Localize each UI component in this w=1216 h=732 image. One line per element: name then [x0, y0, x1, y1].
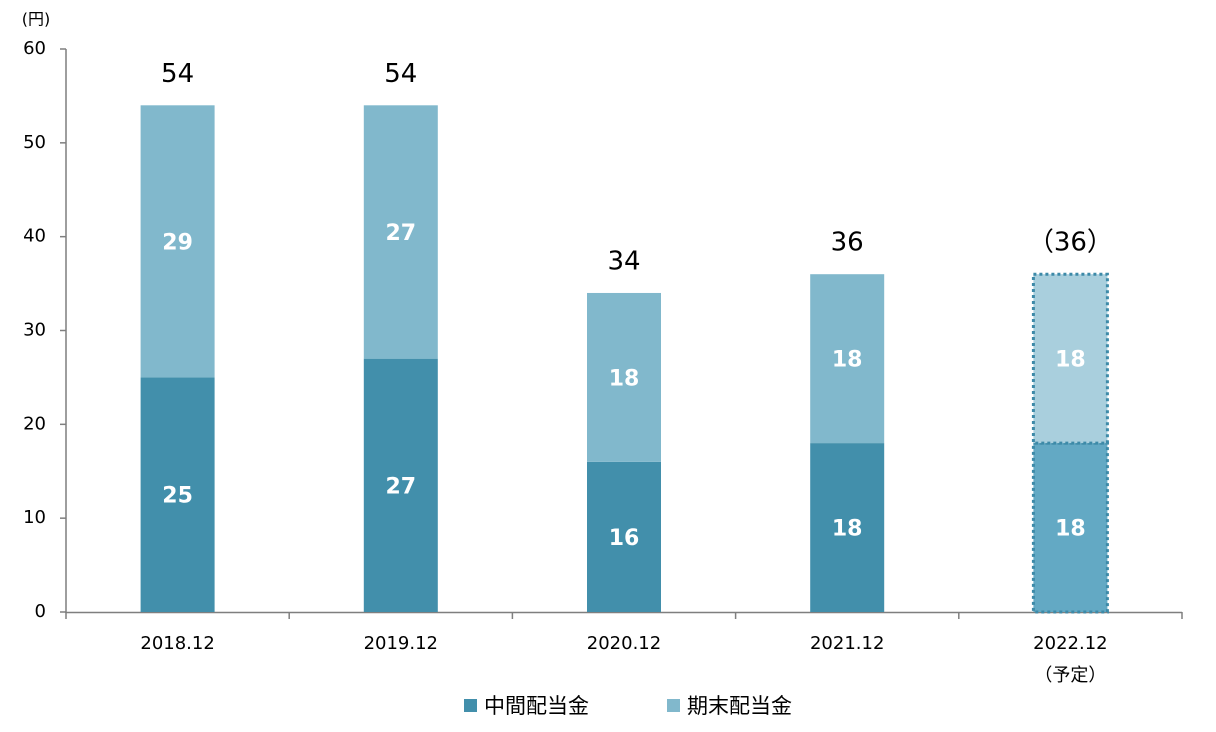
- bar-segment: [363, 105, 438, 359]
- legend-label: 中間配当金: [484, 694, 589, 718]
- bar-segment: [810, 274, 885, 444]
- segment-label: 16: [609, 526, 640, 551]
- x-tick-label: 2018.12: [140, 633, 215, 654]
- segment-label: 18: [1055, 517, 1086, 542]
- segment-label: 18: [832, 348, 863, 373]
- bar-segment: [140, 105, 215, 378]
- bar-segment: [587, 292, 661, 462]
- segment-label: 18: [832, 517, 863, 542]
- bar-segment: [140, 377, 215, 612]
- x-tick-label: 2022.12 （予定）: [1033, 633, 1108, 686]
- bar-segment: [587, 461, 661, 612]
- total-label: 36: [831, 228, 864, 258]
- y-tick-label: 50: [23, 132, 46, 153]
- segment-label: 29: [162, 230, 193, 255]
- segment-label: 27: [385, 221, 416, 246]
- y-tick-label: 30: [23, 320, 46, 341]
- y-tick-label: 60: [23, 38, 46, 59]
- total-label: 34: [607, 246, 640, 276]
- total-label: （36）: [1028, 228, 1113, 258]
- y-tick-label: 10: [23, 507, 46, 528]
- y-tick-label: 0: [35, 601, 46, 622]
- segment-label: 27: [385, 474, 416, 499]
- bar-segment: [1031, 441, 1109, 614]
- legend-swatch: [667, 699, 680, 712]
- y-tick-label: 40: [23, 226, 46, 247]
- bar-segment: [810, 443, 885, 612]
- legend-label: 期末配当金: [687, 694, 792, 718]
- total-label: 54: [161, 59, 194, 89]
- segment-label: 18: [1055, 348, 1086, 373]
- segment-label: 25: [162, 484, 193, 509]
- x-tick-label: 2021.12: [809, 633, 885, 654]
- total-label: 54: [384, 59, 417, 89]
- unit-label: (円): [22, 10, 51, 29]
- bar-segment: [363, 358, 438, 612]
- legend-swatch: [464, 699, 477, 712]
- segment-label: 18: [609, 366, 640, 391]
- x-tick-label: 2020.12: [586, 633, 662, 654]
- bar-segment: [1031, 272, 1109, 445]
- y-tick-label: 20: [23, 413, 46, 434]
- x-tick-label: 2019.12: [363, 633, 439, 654]
